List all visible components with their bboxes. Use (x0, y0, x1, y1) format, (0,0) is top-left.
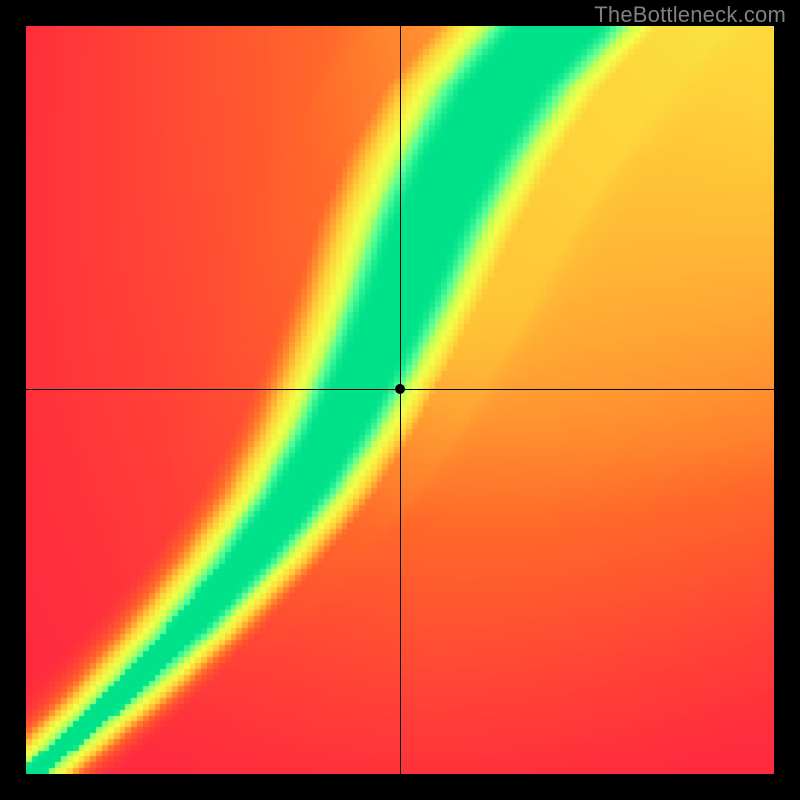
crosshair-dot (395, 384, 405, 394)
heatmap-plot (26, 26, 774, 774)
stage: TheBottleneck.com (0, 0, 800, 800)
watermark-text: TheBottleneck.com (594, 2, 786, 28)
crosshair-vertical (400, 26, 401, 774)
